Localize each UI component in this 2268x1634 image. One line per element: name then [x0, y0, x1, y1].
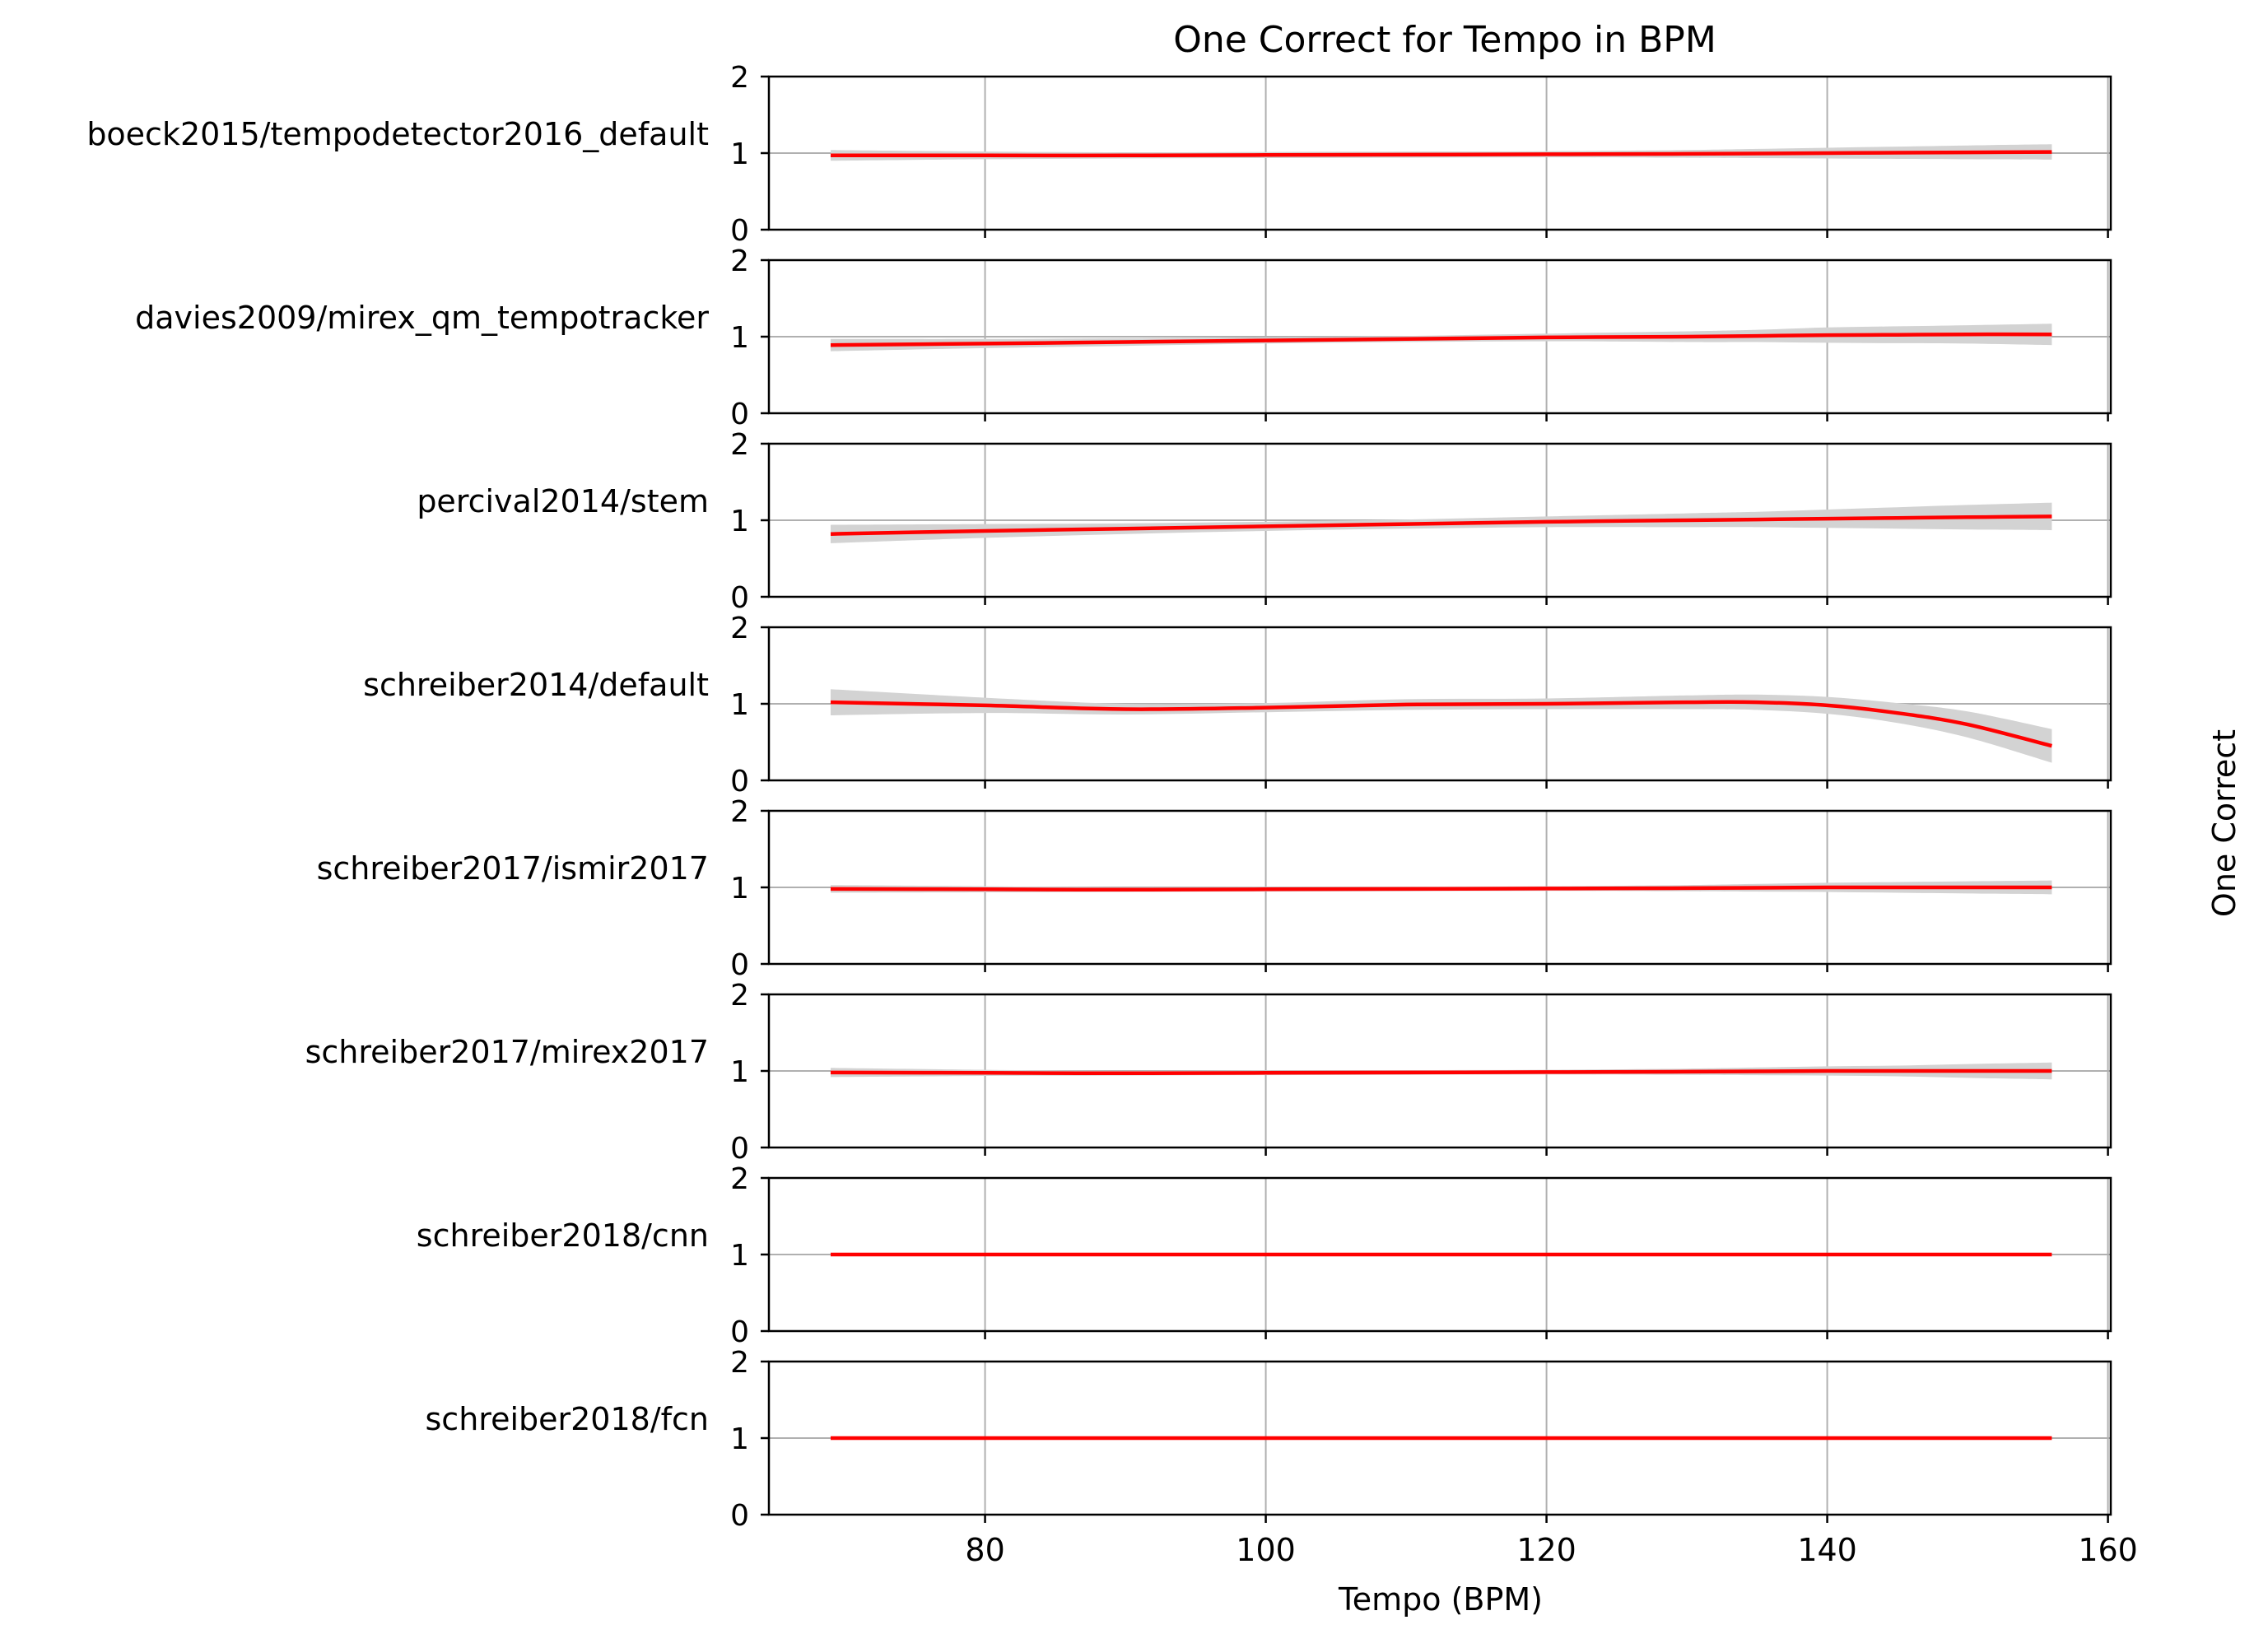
y-tick-label: 0 — [730, 581, 749, 615]
y-tick-label: 2 — [730, 1346, 749, 1380]
panel-2: 0 1 2 davies2009/mirex_qm_tempotracker — [135, 244, 2112, 431]
x-axis-label: Tempo (BPM) — [1338, 1581, 1543, 1618]
panel-4: 0 1 2 schreiber2014/default — [363, 612, 2112, 798]
panel-label: davies2009/mirex_qm_tempotracker — [135, 300, 709, 336]
panel-label: schreiber2017/mirex2017 — [305, 1034, 709, 1070]
y-tick-label: 0 — [730, 214, 749, 248]
panel-label: schreiber2018/fcn — [426, 1401, 710, 1437]
y-tick-label: 1 — [730, 688, 749, 722]
y-tick-label: 2 — [730, 61, 749, 95]
panel-label: schreiber2018/cnn — [417, 1217, 709, 1254]
y-tick-label: 1 — [730, 872, 749, 905]
series-line — [830, 700, 2052, 748]
y-tick-label: 2 — [730, 428, 749, 462]
y-tick-label: 0 — [730, 948, 749, 982]
panel-5: 0 1 2 schreiber2017/ismir2017 — [317, 795, 2112, 982]
y-tick-label: 1 — [730, 1422, 749, 1456]
panel-label: percival2014/stem — [417, 483, 709, 519]
panel-6: 0 1 2 schreiber2017/mirex2017 — [305, 979, 2112, 1166]
panel-label: boeck2015/tempodetector2016_default — [86, 116, 709, 152]
panel-8: 0 1 2 schreiber2018/fcn — [426, 1346, 2112, 1533]
y-axis-label: One Correct — [2206, 729, 2242, 917]
panel-label: schreiber2017/ismir2017 — [317, 850, 709, 887]
y-tick-label: 2 — [730, 1162, 749, 1196]
y-tick-label: 0 — [730, 1499, 749, 1533]
x-tick-label: 100 — [1236, 1532, 1296, 1568]
panel-7: 0 1 2 schreiber2018/cnn — [417, 1162, 2112, 1349]
panel-label: schreiber2014/default — [363, 667, 709, 703]
series-line — [830, 1068, 2052, 1076]
x-tick-label: 160 — [2078, 1532, 2138, 1568]
chart-title: One Correct for Tempo in BPM — [1173, 19, 1716, 61]
confidence-band — [831, 689, 2052, 763]
panel-3: 0 1 2 percival2014/stem — [417, 428, 2112, 615]
y-tick-label: 1 — [730, 321, 749, 355]
series-line — [831, 150, 2052, 158]
series-line — [830, 514, 2052, 536]
y-tick-label: 0 — [730, 398, 749, 431]
x-tick-label: 80 — [965, 1532, 1004, 1568]
panels: 0 1 2 boeck2015/tempodetector2016_default 0 1… — [86, 61, 2112, 1533]
series-line — [830, 885, 2052, 892]
y-tick-label: 0 — [730, 765, 749, 798]
y-tick-label: 2 — [730, 979, 749, 1013]
y-tick-label: 1 — [730, 1055, 749, 1089]
x-tick-label: 140 — [1797, 1532, 1857, 1568]
panel-1: 0 1 2 boeck2015/tempodetector2016_default — [86, 61, 2112, 248]
y-tick-label: 1 — [730, 1239, 749, 1273]
x-tick-label: 120 — [1516, 1532, 1576, 1568]
y-tick-label: 2 — [730, 795, 749, 829]
x-axis-ticks: 80 100 120 140 160 — [965, 1532, 2137, 1568]
y-tick-label: 2 — [730, 244, 749, 278]
y-tick-label: 2 — [730, 612, 749, 645]
y-tick-label: 0 — [730, 1315, 749, 1349]
y-tick-label: 1 — [730, 505, 749, 538]
y-tick-label: 1 — [730, 137, 749, 171]
series-line — [830, 332, 2052, 347]
y-tick-label: 0 — [730, 1132, 749, 1166]
